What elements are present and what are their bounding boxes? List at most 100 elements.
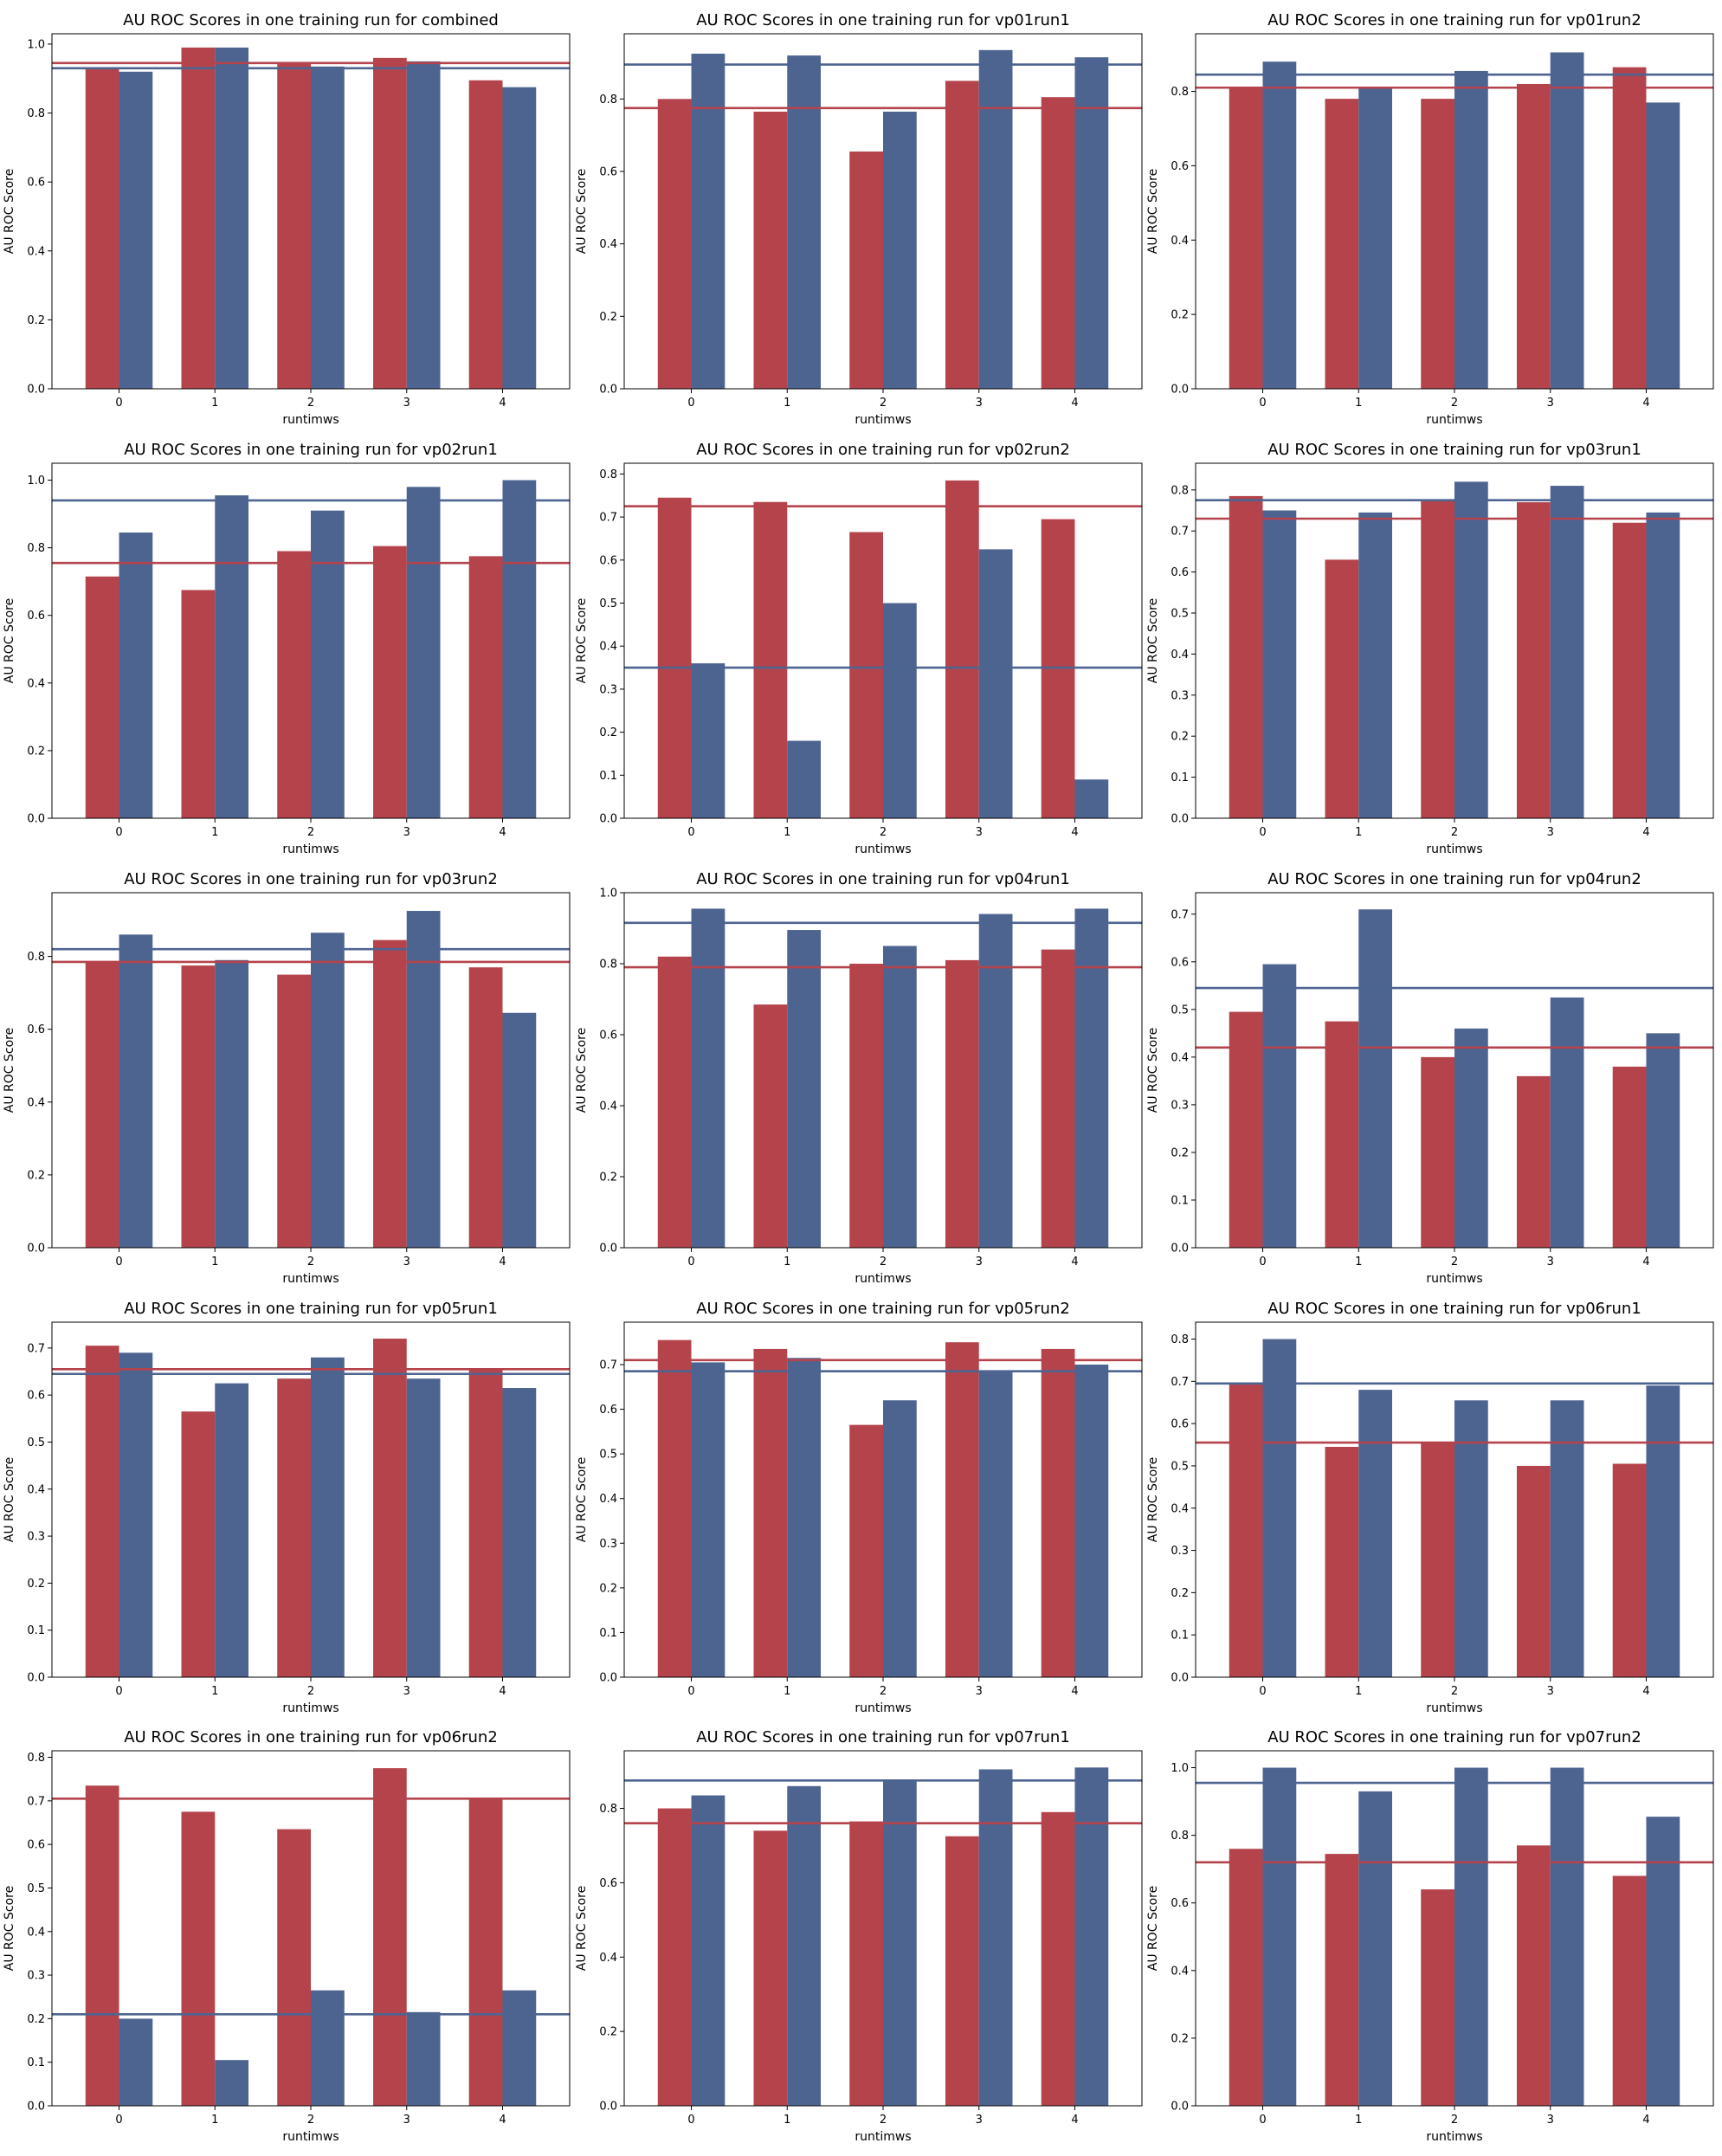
- bar-series2-cat4: [502, 1388, 537, 1677]
- y-tick-label: 0.2: [599, 1582, 617, 1595]
- y-tick-label: 0.0: [1171, 2101, 1189, 2114]
- y-tick-label: 0.1: [1171, 771, 1189, 784]
- y-tick-label: 1.0: [599, 888, 617, 900]
- y-axis-label: AU ROC Score: [3, 1028, 16, 1113]
- y-tick-label: 0.6: [27, 177, 45, 190]
- subplot-1: AU ROC Scores in one training run for vp…: [575, 11, 1143, 427]
- chart-title: AU ROC Scores in one training run for co…: [123, 11, 499, 29]
- y-tick-label: 0.8: [1171, 86, 1189, 99]
- y-tick-label: 0.6: [27, 1839, 45, 1852]
- bar-series2-cat4: [502, 1990, 537, 2106]
- y-tick-label: 0.4: [1171, 235, 1189, 248]
- y-tick-label: 0.6: [27, 1023, 45, 1036]
- y-tick-label: 0.6: [599, 165, 617, 178]
- y-tick-label: 0.4: [27, 1483, 45, 1496]
- x-tick-label: 0: [1259, 397, 1266, 410]
- subplot-2: AU ROC Scores in one training run for vp…: [1146, 11, 1714, 427]
- y-tick-label: 0.6: [27, 1390, 45, 1403]
- y-tick-label: 0.3: [27, 1970, 45, 1983]
- bar-series2-cat1: [787, 1785, 822, 2106]
- bar-series1-cat4: [1612, 1463, 1647, 1677]
- bar-series1-cat0: [1229, 1011, 1263, 1248]
- bar-series1-cat2: [277, 1829, 311, 2106]
- x-tick-label: 0: [1259, 1256, 1266, 1268]
- y-tick-label: 0.7: [599, 512, 617, 525]
- x-tick-label: 1: [211, 1256, 218, 1268]
- bar-series2-cat3: [1550, 997, 1584, 1248]
- bar-series2-cat2: [311, 933, 345, 1248]
- bar-series1-cat0: [657, 956, 692, 1248]
- x-tick-label: 2: [1451, 826, 1458, 839]
- bar-series2-cat4: [1646, 1385, 1680, 1677]
- y-tick-label: 0.8: [27, 107, 45, 120]
- x-axis-label: runtimws: [855, 1272, 911, 1286]
- y-tick-label: 0.2: [27, 1578, 45, 1591]
- bar-series2-cat0: [119, 934, 153, 1248]
- bar-series1-cat1: [753, 1004, 788, 1248]
- x-tick-label: 3: [976, 826, 983, 839]
- y-tick-label: 0.7: [27, 1795, 45, 1808]
- bar-series1-cat1: [753, 501, 788, 818]
- chart-title: AU ROC Scores in one training run for vp…: [696, 441, 1070, 459]
- bar-series1-cat0: [1229, 87, 1263, 389]
- bar-series2-cat4: [1074, 779, 1109, 818]
- x-tick-label: 3: [976, 1685, 983, 1698]
- y-tick-label: 0.2: [27, 1169, 45, 1182]
- bar-series1-cat4: [1612, 1875, 1647, 2106]
- y-tick-label: 0.3: [27, 1531, 45, 1544]
- bar-series1-cat0: [657, 1808, 692, 2106]
- y-tick-label: 0.0: [599, 2101, 617, 2114]
- bar-series1-cat3: [1516, 1075, 1551, 1248]
- y-tick-label: 0.4: [27, 1926, 45, 1939]
- bar-series1-cat4: [468, 1798, 503, 2106]
- bar-series2-cat0: [1262, 1767, 1297, 2106]
- y-tick-label: 0.5: [27, 1436, 45, 1449]
- bar-series2-cat4: [1074, 1364, 1109, 1677]
- y-tick-label: 0.4: [27, 677, 45, 690]
- x-axis-label: runtimws: [1426, 413, 1482, 427]
- bar-series1-cat2: [1421, 1443, 1454, 1677]
- y-tick-label: 0.1: [1171, 1194, 1189, 1207]
- y-tick-label: 0.0: [27, 384, 45, 397]
- y-tick-label: 0.7: [1171, 1376, 1189, 1389]
- chart-title: AU ROC Scores in one training run for vp…: [124, 1300, 498, 1318]
- x-tick-label: 1: [1355, 1256, 1362, 1268]
- y-tick-label: 0.0: [599, 1243, 617, 1256]
- bar-series1-cat3: [372, 545, 407, 818]
- y-tick-label: 1.0: [1171, 1762, 1189, 1775]
- bar-series2-cat4: [1646, 512, 1680, 818]
- y-tick-label: 0.5: [599, 597, 617, 610]
- y-tick-label: 0.1: [599, 770, 617, 783]
- x-tick-label: 0: [687, 1685, 694, 1698]
- y-axis-label: AU ROC Score: [1146, 598, 1160, 683]
- y-tick-label: 0.8: [599, 1803, 617, 1816]
- bar-series2-cat3: [406, 487, 441, 818]
- y-tick-label: 0.7: [1171, 526, 1189, 539]
- bar-series1-cat4: [1041, 1811, 1075, 2106]
- bar-series1-cat1: [181, 1811, 216, 2106]
- bar-series1-cat4: [468, 80, 503, 390]
- x-tick-label: 4: [1071, 397, 1078, 410]
- x-tick-label: 3: [1547, 1256, 1554, 1268]
- x-tick-label: 4: [1642, 2114, 1649, 2127]
- bar-series1-cat3: [1516, 1845, 1551, 2106]
- bar-series2-cat2: [883, 1780, 917, 2106]
- subplot-9: AU ROC Scores in one training run for vp…: [3, 1300, 571, 1715]
- y-tick-label: 0.3: [1171, 1545, 1189, 1558]
- y-tick-label: 0.1: [1171, 1630, 1189, 1643]
- x-tick-label: 2: [1451, 397, 1458, 410]
- x-tick-label: 3: [976, 2114, 983, 2127]
- bar-series1-cat1: [753, 1348, 788, 1677]
- y-tick-label: 0.2: [27, 745, 45, 758]
- bar-series2-cat3: [978, 913, 1013, 1248]
- y-tick-label: 0.2: [599, 726, 617, 739]
- bar-series2-cat3: [978, 49, 1013, 389]
- bar-series2-cat3: [406, 61, 441, 389]
- bar-series1-cat1: [1325, 559, 1359, 818]
- bar-series2-cat1: [787, 1358, 822, 1677]
- bar-series2-cat0: [691, 54, 726, 389]
- bar-series2-cat0: [691, 1362, 726, 1677]
- x-tick-label: 4: [1071, 1685, 1078, 1698]
- bar-series1-cat0: [657, 99, 692, 389]
